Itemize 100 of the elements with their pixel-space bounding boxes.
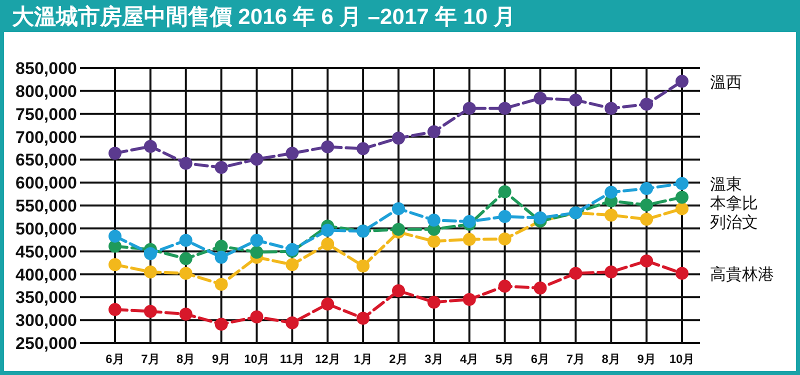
point [569,94,582,107]
point [640,212,654,226]
point [392,284,405,298]
series-label: 溫東 [710,176,742,194]
point [108,230,122,243]
point [214,250,228,264]
point [640,182,654,196]
x-tick-label: 10月 [244,352,270,366]
point [640,198,654,212]
y-tick-label: 450,000 [16,242,77,262]
y-tick-label: 650,000 [16,150,77,170]
point [498,185,512,198]
point [214,278,228,291]
point [604,186,618,199]
x-tick-label: 1月 [354,352,372,366]
point [676,74,688,88]
point [286,258,299,272]
point [676,266,688,280]
point [498,232,512,246]
point [108,258,122,272]
point [534,282,547,294]
point [144,265,157,278]
point [214,240,228,253]
x-tick-label: 8月 [602,352,620,366]
x-tick-label: 11月 [280,352,305,366]
y-tick-label: 800,000 [16,82,77,101]
x-tick-label: 10月 [669,352,695,366]
point [604,102,618,115]
point [179,266,192,280]
x-tick-label: 2月 [389,352,408,366]
point [676,202,688,216]
point [321,238,334,250]
point [392,222,405,236]
point [640,98,654,111]
series-label: 高貴林港 [710,265,774,284]
y-tick-label: 300,000 [16,311,77,330]
point [676,177,688,190]
point [179,308,192,321]
point [604,265,618,278]
point [498,280,512,293]
point [179,234,192,247]
series-label: 本拿比 [710,194,758,212]
point [250,152,264,166]
point [321,140,334,154]
y-tick-label: 400,000 [16,265,77,284]
point [427,214,440,227]
point [108,303,122,316]
point [462,292,476,306]
series-label: 溫西 [710,74,742,92]
point [321,298,334,311]
point [286,146,299,160]
point [462,102,476,115]
point [356,312,370,325]
y-tick-label: 350,000 [16,288,77,308]
point [498,102,512,115]
point [534,211,547,224]
point [250,310,264,324]
x-tick-label: 3月 [424,352,444,366]
y-tick-label: 550,000 [16,196,77,216]
point [640,254,654,268]
x-tick-label: 9月 [212,352,231,366]
point [179,252,192,266]
point [214,160,228,174]
x-tick-label: 7月 [141,352,160,366]
x-tick-label: 9月 [637,352,656,366]
y-tick-label: 250,000 [16,334,77,353]
point [179,156,192,170]
y-tick-label: 750,000 [16,104,77,124]
point [108,146,122,160]
series-label: 列治文 [710,214,758,232]
point [534,92,547,105]
point [144,304,157,318]
point [604,208,618,222]
x-tick-label: 7月 [566,352,586,366]
point [676,190,688,204]
x-tick-label: 5月 [495,352,514,366]
x-tick-label: 6月 [530,352,550,366]
point [462,215,476,228]
point [427,296,440,309]
y-tick-label: 500,000 [16,219,77,238]
point [392,132,405,145]
point [356,260,370,272]
point [498,210,512,223]
x-tick-label: 4月 [460,352,479,366]
point [427,125,440,138]
point [250,234,264,247]
x-tick-label: 6月 [106,352,124,366]
point [144,140,157,153]
y-tick-label: 700,000 [16,128,77,147]
point [569,266,582,280]
point [392,202,405,216]
point [286,316,299,330]
point [250,246,264,259]
y-tick-label: 600,000 [16,174,77,193]
chart-title: 大溫城市房屋中間售價 2016 年 6 月 –2017 年 10 月 [12,4,516,29]
point [144,247,157,260]
point [214,318,228,331]
point [321,224,334,237]
point [462,232,476,246]
x-tick-label: 8月 [176,352,196,366]
